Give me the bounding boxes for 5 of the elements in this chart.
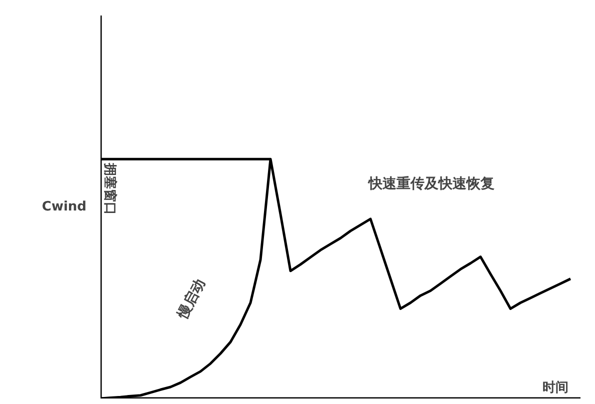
annotation: 慢启动	[173, 276, 209, 322]
annotation: 快速重传及快速恢复	[368, 176, 495, 192]
ref-line-label: 拥塞窗口	[102, 162, 118, 216]
y-axis-title: Cwind	[42, 200, 87, 214]
x-axis-title: 时间	[542, 380, 568, 396]
